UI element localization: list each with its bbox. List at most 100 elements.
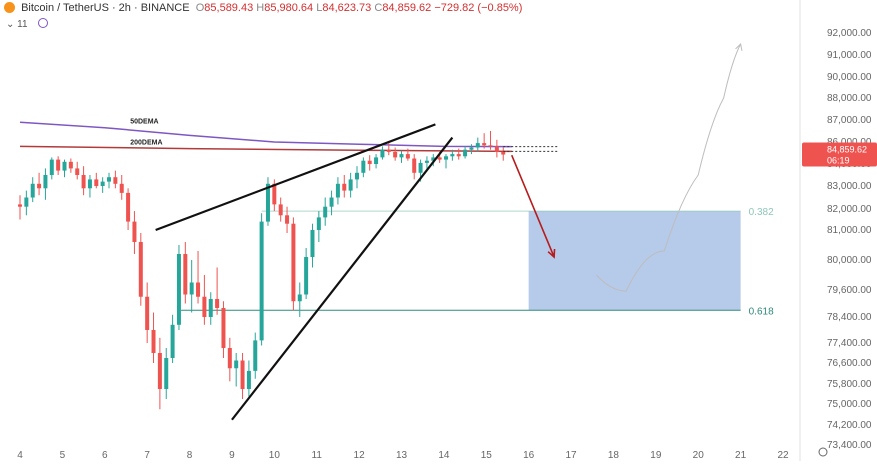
projection-arrowhead (547, 248, 556, 259)
candle-body (62, 161, 67, 171)
candle-body (24, 197, 29, 207)
candle-body (342, 183, 347, 191)
x-tick-label: 15 (481, 450, 493, 461)
candle-body (215, 299, 220, 308)
candle-body (335, 183, 340, 198)
y-tick-label: 90,000.00 (827, 72, 872, 83)
candle-body (132, 221, 137, 242)
candle-body (253, 340, 258, 371)
x-tick-label: 7 (144, 450, 150, 461)
candle-body (94, 179, 99, 186)
candle-body (437, 157, 442, 160)
candle-body (189, 282, 194, 295)
candle-body (202, 296, 207, 317)
projection-curve-arrowhead (735, 43, 743, 51)
candle-body (151, 330, 156, 353)
x-tick-label: 10 (269, 450, 281, 461)
gear-icon (818, 447, 828, 457)
candle-body (323, 206, 328, 218)
candle-body (431, 157, 436, 161)
indicator-count[interactable]: 11 (17, 19, 28, 30)
candle-body (196, 282, 201, 297)
candle-body (348, 179, 353, 191)
candle-body (157, 353, 162, 389)
candle-body (297, 294, 302, 302)
x-tick-label: 8 (187, 450, 193, 461)
candle-body (234, 360, 239, 369)
candle-body (113, 177, 118, 184)
open-value: 85,589.43 (204, 2, 254, 14)
y-tick-label: 77,400.00 (827, 338, 872, 349)
x-tick-label: 4 (17, 450, 23, 461)
candle-body (418, 162, 423, 173)
x-tick-label: 18 (608, 450, 620, 461)
y-tick-label: 74,200.00 (827, 420, 872, 431)
x-tick-label: 5 (60, 450, 66, 461)
ema-label: 50DEMA (130, 119, 158, 126)
y-tick-label: 76,600.00 (827, 358, 872, 369)
candle-body (183, 254, 188, 295)
fib-zone-box (528, 211, 741, 311)
candle-body (43, 175, 48, 189)
fib-382-label: 0.382 (749, 207, 774, 218)
y-tick-label: 78,400.00 (827, 312, 872, 323)
candle-body (87, 179, 92, 189)
x-tick-label: 19 (650, 450, 662, 461)
candle-body (145, 296, 150, 330)
candle-body (444, 156, 449, 160)
last-price-label: 84,859.62 (827, 145, 867, 155)
candle-body (367, 160, 372, 164)
candle-body (291, 223, 296, 302)
candle-body (227, 348, 232, 369)
x-tick-label: 21 (735, 450, 747, 461)
candle-body (68, 161, 73, 169)
candle-body (475, 143, 480, 148)
y-tick-label: 86,000.00 (827, 137, 872, 148)
x-tick-label: 16 (523, 450, 535, 461)
candle-body (30, 183, 35, 198)
indicator-bar[interactable]: ⌄ 11 (6, 18, 49, 30)
candle-body (18, 204, 22, 207)
chevron-down-icon[interactable]: ⌄ (6, 19, 15, 30)
candle-body (329, 197, 334, 207)
wedge-upper-line (155, 123, 436, 232)
x-tick-label: 11 (312, 450, 323, 461)
candle-body (386, 149, 391, 152)
x-tick-label: 17 (565, 450, 577, 461)
candle-body (380, 149, 385, 158)
candle-body (501, 151, 506, 155)
candle-body (374, 157, 379, 164)
y-tick-label: 82,000.00 (827, 204, 872, 215)
candle-body (316, 217, 321, 230)
candle-body (138, 242, 143, 297)
candle-body (176, 254, 181, 325)
candle-body (259, 221, 264, 341)
candle-body (393, 151, 398, 158)
candle-body (37, 183, 42, 189)
candle-body (304, 257, 309, 295)
candle-body (75, 168, 80, 175)
candle-body (354, 172, 359, 180)
candle-body (412, 158, 417, 173)
candle-body (246, 370, 251, 389)
candle-body (488, 145, 493, 147)
candle-body (265, 183, 270, 222)
candle-body (221, 308, 226, 348)
ema-line (19, 145, 512, 153)
x-tick-label: 20 (693, 450, 705, 461)
bitcoin-logo-icon (4, 2, 15, 13)
ema-line (19, 121, 512, 148)
countdown-label: 06:19 (827, 156, 850, 166)
symbol-title[interactable]: Bitcoin / TetherUS · 2h · BINANCE (21, 2, 190, 14)
y-tick-label: 88,000.00 (827, 93, 872, 104)
candle-body (469, 147, 474, 150)
candle-body (278, 204, 283, 216)
indicator-settings-icon[interactable] (38, 18, 49, 28)
x-tick-label: 22 (777, 450, 789, 461)
candle-body (399, 154, 404, 158)
candle-body (107, 177, 112, 182)
candle-body (49, 159, 54, 175)
fib-618-label: 0.618 (749, 306, 774, 317)
